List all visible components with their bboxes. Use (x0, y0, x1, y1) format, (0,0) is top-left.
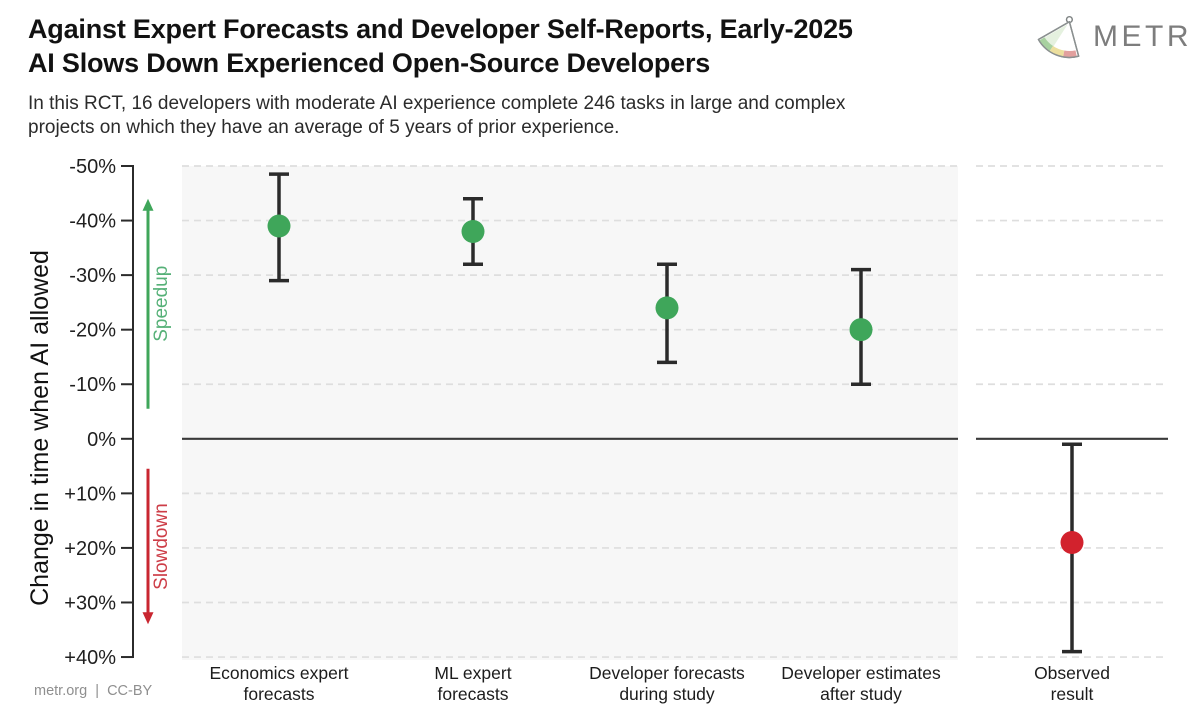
chart-subtitle-line2: projects on which they have an average o… (28, 116, 620, 138)
category-label: Developer forecasts (589, 663, 745, 683)
category-label: Observed (1034, 663, 1110, 683)
y-tick-label-+30%: +30% (64, 592, 116, 614)
chart-subtitle-line1: In this RCT, 16 developers with moderate… (28, 93, 846, 114)
category-label: Developer estimates (781, 663, 941, 683)
y-tick-label-0%: 0% (87, 429, 116, 451)
y-tick-label-+40%: +40% (64, 647, 116, 669)
y-tick-label-+10%: +10% (64, 483, 116, 505)
data-point (849, 318, 873, 342)
data-point (267, 214, 291, 238)
data-point (461, 219, 485, 243)
y-tick-label--30%: -30% (69, 265, 116, 287)
speedup-label: Speedup (151, 266, 172, 342)
category-label: ML expert (434, 663, 511, 683)
slowdown-label: Slowdown (151, 503, 172, 590)
metr-fan-icon (1037, 15, 1080, 59)
y-tick-label-+20%: +20% (64, 538, 116, 560)
panel-bg-forecasts (182, 166, 958, 660)
chart-subtitle: In this RCT, 16 developers with moderate… (28, 92, 1048, 140)
category-label: during study (619, 684, 715, 704)
y-tick-label--40%: -40% (69, 211, 116, 233)
category-label: result (1051, 684, 1094, 704)
category-label: Economics expert (209, 663, 348, 683)
category-label: forecasts (438, 684, 509, 704)
data-point (1060, 530, 1084, 554)
data-point (655, 296, 679, 320)
slowdown-arrow-head (142, 612, 154, 625)
metr-logo: METR (1032, 8, 1192, 66)
category-label: forecasts (244, 684, 315, 704)
speedup-arrow-head (142, 198, 154, 211)
y-tick-label--20%: -20% (69, 320, 116, 342)
page-title-line1: Against Expert Forecasts and Developer S… (28, 14, 853, 44)
page-title: Against Expert Forecasts and Developer S… (28, 12, 1028, 80)
metr-wordmark: METR (1093, 20, 1192, 53)
page-title-line2: AI Slows Down Experienced Open-Source De… (28, 48, 711, 79)
y-tick-label--50%: -50% (69, 156, 116, 178)
footer-credit: metr.org | CC-BY (34, 683, 153, 699)
y-tick-label--10%: -10% (69, 374, 116, 396)
category-label: after study (820, 684, 902, 704)
